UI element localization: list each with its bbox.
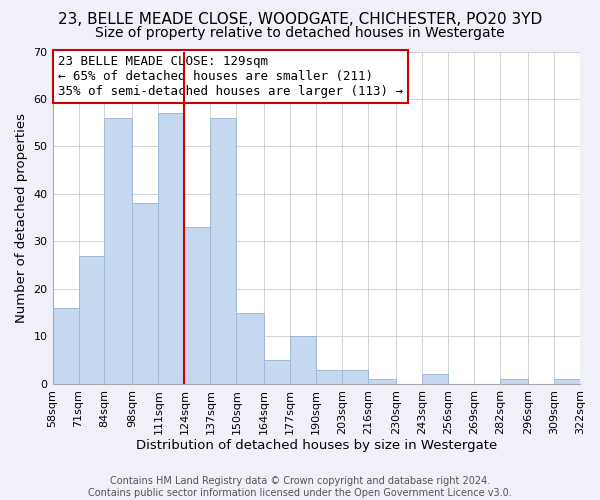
Bar — [53, 308, 79, 384]
Text: Size of property relative to detached houses in Westergate: Size of property relative to detached ho… — [95, 26, 505, 40]
Bar — [265, 360, 290, 384]
Bar — [211, 118, 236, 384]
Bar — [422, 374, 448, 384]
Text: Contains HM Land Registry data © Crown copyright and database right 2024.
Contai: Contains HM Land Registry data © Crown c… — [88, 476, 512, 498]
Bar — [133, 204, 158, 384]
Bar — [158, 113, 184, 384]
Bar — [184, 227, 211, 384]
Y-axis label: Number of detached properties: Number of detached properties — [15, 112, 28, 322]
Bar — [500, 379, 528, 384]
Bar — [316, 370, 342, 384]
Bar — [342, 370, 368, 384]
Bar — [290, 336, 316, 384]
Text: 23 BELLE MEADE CLOSE: 129sqm
← 65% of detached houses are smaller (211)
35% of s: 23 BELLE MEADE CLOSE: 129sqm ← 65% of de… — [58, 55, 403, 98]
Bar — [368, 379, 396, 384]
Bar — [236, 312, 265, 384]
Bar — [104, 118, 133, 384]
Bar — [554, 379, 580, 384]
Bar — [79, 256, 104, 384]
X-axis label: Distribution of detached houses by size in Westergate: Distribution of detached houses by size … — [136, 440, 497, 452]
Text: 23, BELLE MEADE CLOSE, WOODGATE, CHICHESTER, PO20 3YD: 23, BELLE MEADE CLOSE, WOODGATE, CHICHES… — [58, 12, 542, 28]
